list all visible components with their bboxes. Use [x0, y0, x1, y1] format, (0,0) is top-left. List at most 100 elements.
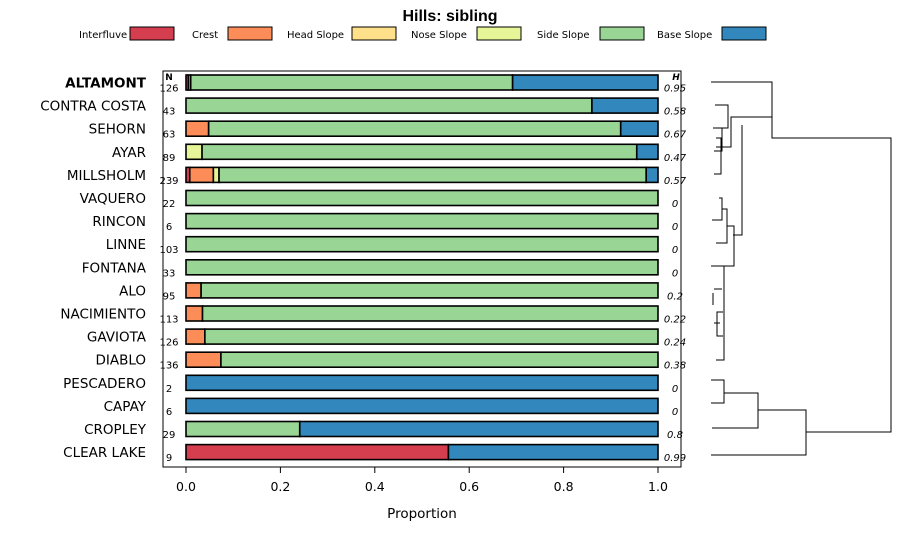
bars-area: N H ALTAMONT 126 0.95 CONTRA COSTA 43 0.58 SEHOR…: [40, 70, 687, 468]
bar-pescadero-base-slope: [185, 374, 659, 392]
h-value-vaquero: 0: [672, 199, 678, 210]
legend-swatch-side-slope: [599, 26, 645, 41]
legend: Interfluve Crest Head Slope Nose Slope Side …: [79, 26, 767, 41]
n-value-diablo: 136: [159, 361, 178, 372]
n-value-millsholm: 239: [159, 176, 178, 187]
bar-ayar-base-slope: [635, 143, 659, 161]
n-value-cropley: 29: [163, 430, 176, 441]
legend-swatch-crest: [227, 26, 273, 41]
bar-sehorn-base-slope: [619, 120, 659, 137]
bar-gaviota-crest: [185, 328, 206, 345]
n-value-rincon: 6: [166, 222, 172, 233]
dendrogram-branch-1: [711, 81, 773, 148]
n-value-pescadero: 2: [166, 384, 172, 395]
bar-linne-side-slope: [185, 235, 659, 253]
h-value-millsholm: 0.57: [664, 176, 687, 187]
x-axis: 0.0 0.2 0.4 0.6 0.8 1.0: [176, 467, 668, 494]
y-tick-label-millsholm: MILLSHOLM: [67, 168, 146, 184]
y-tick-label-clear-lake: CLEAR LAKE: [63, 445, 146, 461]
h-value-cropley: 0.8: [667, 430, 683, 441]
y-tick-label-pescadero: PESCADERO: [63, 376, 146, 392]
y-tick-label-altamont: ALTAMONT: [65, 76, 147, 92]
n-value-sehorn: 63: [163, 130, 176, 141]
bar-clear-lake-interfluve: [185, 443, 450, 461]
bar-sehorn-crest: [185, 120, 210, 137]
dendrogram-branch-14: [716, 311, 723, 337]
dendrogram-branch-4: [714, 150, 722, 175]
y-tick-label-alo: ALO: [119, 283, 146, 299]
bar-diablo-crest: [185, 351, 222, 369]
dendrogram-branch-18: [711, 409, 807, 456]
n-value-nacimiento: 113: [159, 315, 178, 326]
h-value-clear-lake: 0.99: [664, 453, 686, 464]
n-value-fontana: 33: [163, 268, 176, 279]
bar-altamont-base-slope: [511, 74, 659, 91]
dendrogram-branch-10: [733, 125, 743, 236]
y-tick-label-nacimiento: NACIMIENTO: [60, 307, 146, 323]
bar-ayar-side-slope: [201, 143, 638, 161]
n-value-clear-lake: 9: [166, 453, 172, 464]
legend-label-base-slope: Base Slope: [657, 30, 712, 41]
bar-cropley-base-slope: [298, 420, 659, 438]
y-tick-label-cropley: CROPLEY: [84, 422, 147, 438]
bar-nacimiento-side-slope: [201, 305, 659, 322]
bar-rincon-side-slope: [185, 212, 659, 230]
y-tick-label-rincon: RINCON: [92, 214, 146, 230]
h-value-nacimiento: 0.22: [664, 315, 686, 326]
dendrogram-branch-16: [711, 379, 725, 404]
dendrogram-branch-9: [711, 225, 735, 267]
bar-diablo-side-slope: [220, 351, 659, 369]
y-tick-label-sehorn: SEHORN: [89, 122, 146, 138]
n-value-gaviota: 126: [159, 338, 178, 349]
legend-swatch-interfluve: [129, 26, 175, 41]
x-tick-label-0-0: 0.0: [176, 479, 196, 494]
chart-title: Hills: sibling: [402, 8, 497, 25]
h-value-gaviota: 0.24: [664, 338, 686, 349]
y-tick-label-ayar: AYAR: [112, 145, 146, 161]
h-value-capay: 0: [672, 407, 678, 418]
n-value-vaquero: 22: [163, 199, 176, 210]
bar-millsholm-side-slope: [218, 166, 647, 184]
h-value-pescadero: 0: [672, 384, 678, 395]
bar-sehorn-side-slope: [207, 120, 622, 137]
h-value-linne: 0: [672, 245, 678, 256]
bar-capay-base-slope: [185, 397, 659, 415]
y-tick-label-vaquero: VAQUERO: [80, 191, 146, 207]
bar-cropley-side-slope: [185, 420, 301, 438]
x-tick-label-0-6: 0.6: [459, 479, 479, 494]
h-value-rincon: 0: [672, 222, 678, 233]
dendrogram-branch-6: [771, 117, 892, 433]
dendrogram-branch-17: [712, 392, 759, 429]
bar-nacimiento-crest: [185, 305, 204, 322]
y-tick-label-diablo: DIABLO: [95, 353, 146, 369]
y-tick-label-gaviota: GAVIOTA: [87, 330, 147, 346]
y-tick-label-contra-costa: CONTRA COSTA: [40, 99, 147, 115]
x-tick-label-0-2: 0.2: [270, 479, 290, 494]
x-axis-label: Proportion: [387, 506, 457, 522]
bar-millsholm-crest: [188, 166, 215, 184]
bar-alo-side-slope: [200, 282, 659, 299]
h-value-alo: 0.2: [667, 291, 683, 302]
bar-alo-crest: [185, 282, 202, 299]
bar-altamont-side-slope: [189, 74, 514, 91]
y-tick-label-linne: LINNE: [106, 237, 146, 253]
h-value-contra-costa: 0.58: [664, 107, 686, 118]
x-tick-label-0-4: 0.4: [365, 479, 385, 494]
legend-label-crest: Crest: [192, 30, 218, 41]
bar-vaquero-side-slope: [185, 189, 659, 207]
h-value-ayar: 0.47: [664, 153, 687, 164]
n-value-altamont: 126: [159, 84, 178, 95]
legend-swatch-base-slope: [721, 26, 767, 41]
bar-fontana-side-slope: [185, 258, 659, 276]
legend-swatch-head-slope: [351, 26, 397, 41]
dendrogram-branch-11: [716, 265, 725, 361]
legend-swatch-nose-slope: [476, 26, 522, 41]
n-value-capay: 6: [166, 407, 172, 418]
n-value-alo: 95: [163, 291, 176, 302]
n-value-contra-costa: 43: [163, 107, 176, 118]
bar-contra-costa-side-slope: [185, 97, 593, 114]
dendrogram-branch-2: [713, 104, 729, 129]
dendrogram-branch-7: [712, 197, 723, 221]
dendrogram: [711, 81, 892, 456]
